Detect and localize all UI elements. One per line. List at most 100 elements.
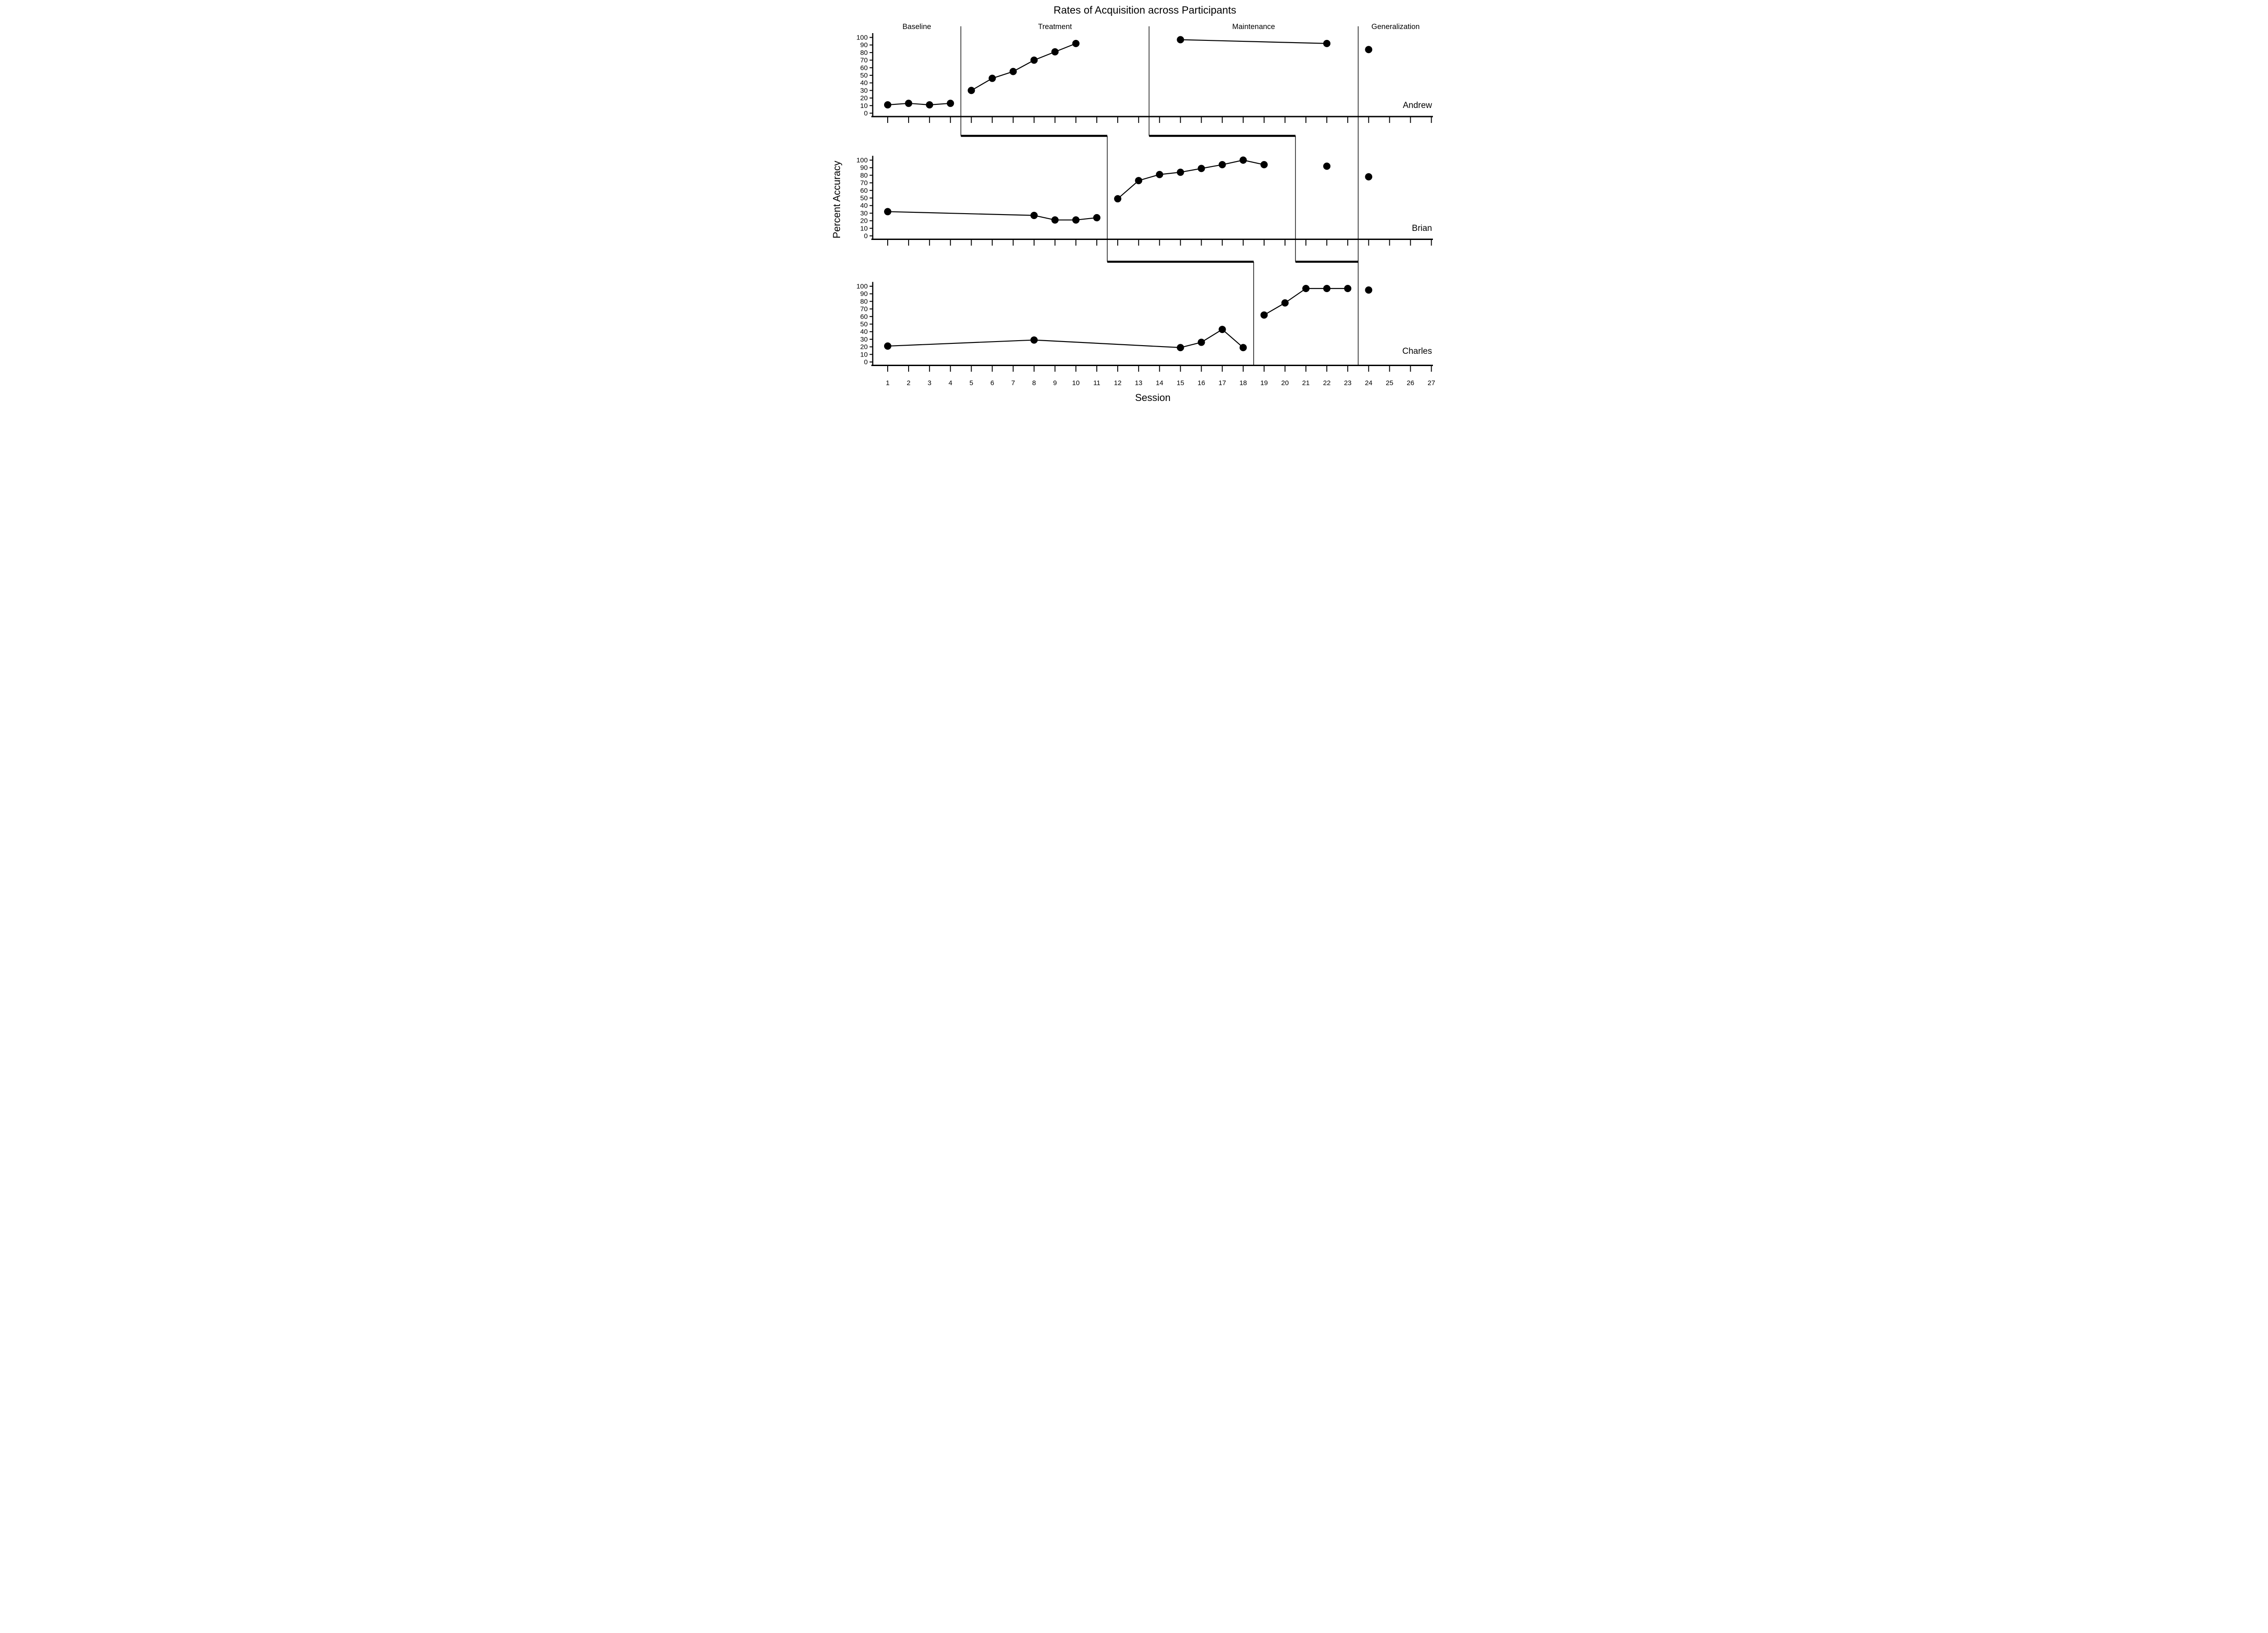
y-tick-label: 90 [860,41,868,49]
x-tick-label: 10 [1072,379,1080,387]
x-tick-label: 24 [1365,379,1373,387]
x-tick-label: 20 [1281,379,1289,387]
data-point-andrew-s24 [1365,46,1373,54]
data-point-andrew-s1 [884,101,891,109]
x-tick-label: 9 [1053,379,1057,387]
y-tick-label: 80 [860,171,868,179]
y-tick-label: 70 [860,57,868,64]
x-tick-label: 19 [1260,379,1268,387]
y-tick-label: 90 [860,164,868,172]
y-tick-label: 100 [856,34,868,42]
y-tick-label: 20 [860,94,868,102]
data-point-brian-s16 [1198,165,1205,172]
x-tick-label: 25 [1386,379,1393,387]
data-point-charles-s15 [1177,344,1184,352]
data-point-andrew-s9 [1051,48,1059,56]
y-tick-label: 70 [860,305,868,313]
data-line-baseline [887,103,951,106]
x-tick-label: 21 [1302,379,1310,387]
x-tick-label: 4 [948,379,952,387]
y-tick-label: 20 [860,343,868,351]
y-tick-label: 50 [860,321,868,328]
y-tick-label: 70 [860,179,868,187]
data-point-charles-s24 [1365,286,1373,294]
x-tick-label: 11 [1093,379,1100,387]
data-point-brian-s12 [1114,195,1122,203]
data-point-charles-s1 [884,342,891,350]
data-point-brian-s15 [1177,168,1184,176]
data-point-charles-s22 [1323,285,1331,293]
y-tick-label: 0 [864,110,868,117]
data-point-andrew-s4 [947,99,954,107]
y-tick-label: 60 [860,64,868,72]
data-point-brian-s10 [1072,216,1080,224]
x-tick-label: 2 [907,379,910,387]
data-line-baseline [887,329,1244,348]
data-point-brian-s8 [1030,211,1038,219]
data-point-andrew-s22 [1323,39,1331,47]
data-point-brian-s1 [884,208,891,215]
data-point-andrew-s2 [905,99,913,107]
chart-canvas: 0102030405060708090100Andrew010203040506… [828,0,1440,408]
x-tick-label: 23 [1344,379,1352,387]
data-point-charles-s16 [1198,338,1205,346]
y-tick-label: 40 [860,79,868,87]
data-point-brian-s13 [1135,177,1143,185]
x-tick-label: 16 [1198,379,1205,387]
data-point-andrew-s6 [988,74,996,82]
data-point-andrew-s8 [1030,56,1038,64]
phase-label: Maintenance [1232,23,1275,31]
y-tick-label: 0 [864,232,868,240]
x-tick-label: 7 [1011,379,1015,387]
y-tick-label: 60 [860,313,868,321]
x-axis-title: Session [1135,392,1170,403]
data-point-brian-s11 [1093,214,1100,221]
phase-label: Baseline [903,23,931,31]
participant-label: Brian [1412,224,1432,233]
y-tick-label: 10 [860,351,868,358]
data-point-brian-s24 [1365,173,1373,181]
data-point-andrew-s3 [926,101,934,109]
participant-label: Charles [1403,347,1432,356]
y-tick-label: 20 [860,217,868,225]
x-tick-label: 3 [928,379,931,387]
data-point-brian-s18 [1239,156,1247,164]
x-tick-label: 12 [1114,379,1122,387]
phase-label: Treatment [1038,23,1072,31]
y-tick-label: 80 [860,49,868,57]
phase-label: Generalization [1371,23,1419,31]
data-point-brian-s22 [1323,162,1331,170]
y-tick-label: 50 [860,195,868,202]
data-point-charles-s21 [1302,285,1310,293]
x-tick-label: 27 [1427,379,1435,387]
data-point-andrew-s15 [1177,36,1184,44]
data-point-charles-s23 [1344,285,1352,293]
data-point-brian-s19 [1260,161,1268,169]
y-tick-label: 90 [860,290,868,298]
x-tick-label: 17 [1218,379,1226,387]
chart-background [828,0,1440,408]
data-point-andrew-s10 [1072,39,1080,47]
data-point-brian-s17 [1218,161,1226,169]
data-point-charles-s19 [1260,311,1268,319]
x-tick-label: 13 [1135,379,1143,387]
data-line-treatment [971,43,1076,91]
participant-label: Andrew [1403,101,1432,110]
data-line-maintenance [1180,39,1327,44]
data-point-charles-s17 [1218,326,1226,333]
y-tick-label: 30 [860,210,868,217]
y-tick-label: 40 [860,202,868,210]
y-tick-label: 10 [860,102,868,110]
data-point-brian-s14 [1156,171,1163,178]
y-axis-title: Percent Accuracy [831,161,842,238]
data-point-andrew-s7 [1009,68,1017,75]
y-tick-label: 0 [864,358,868,366]
chart-title: Rates of Acquisition across Participants [1054,4,1237,16]
y-tick-label: 40 [860,328,868,336]
data-point-charles-s18 [1239,344,1247,352]
data-point-charles-s8 [1030,336,1038,344]
data-point-charles-s20 [1281,299,1289,307]
data-point-andrew-s5 [968,87,975,94]
x-tick-label: 6 [990,379,994,387]
x-tick-label: 26 [1407,379,1414,387]
